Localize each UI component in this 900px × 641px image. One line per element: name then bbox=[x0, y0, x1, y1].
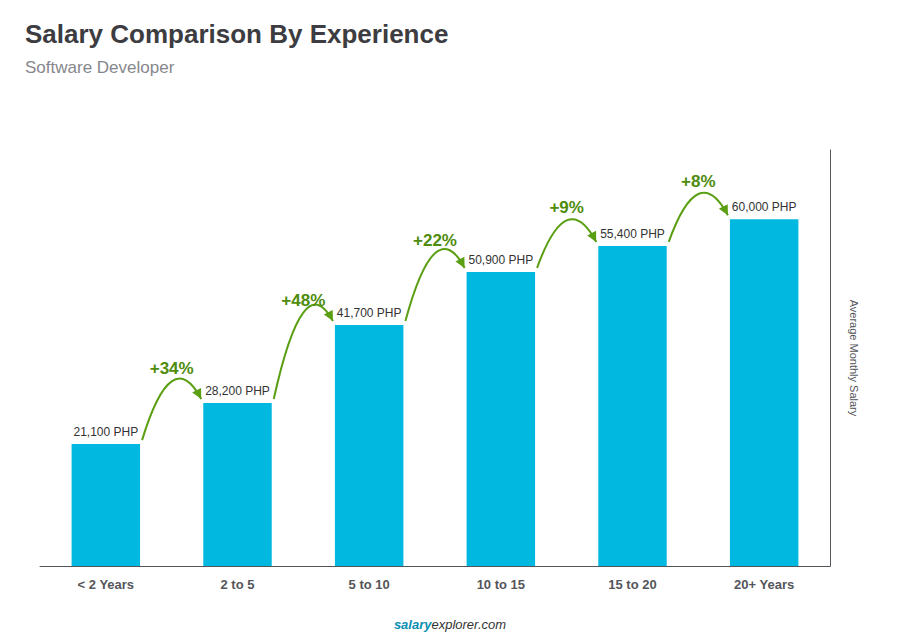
svg-text:Average Monthly Salary: Average Monthly Salary bbox=[848, 300, 860, 417]
svg-text:+48%: +48% bbox=[281, 291, 325, 310]
svg-text:+22%: +22% bbox=[413, 231, 457, 250]
svg-text:20+ Years: 20+ Years bbox=[734, 577, 794, 592]
svg-text:55,400 PHP: 55,400 PHP bbox=[600, 227, 665, 241]
svg-text:60,000 PHP: 60,000 PHP bbox=[732, 200, 797, 214]
svg-text:15 to 20: 15 to 20 bbox=[608, 577, 656, 592]
svg-text:50,900 PHP: 50,900 PHP bbox=[468, 253, 533, 267]
svg-text:Software Developer: Software Developer bbox=[25, 58, 175, 77]
svg-text:explorer.com: explorer.com bbox=[431, 617, 506, 632]
svg-text:2 to 5: 2 to 5 bbox=[221, 577, 255, 592]
svg-text:41,700 PHP: 41,700 PHP bbox=[337, 306, 402, 320]
svg-text:28,200 PHP: 28,200 PHP bbox=[205, 384, 270, 398]
svg-text:10 to 15: 10 to 15 bbox=[477, 577, 525, 592]
svg-text:21,100 PHP: 21,100 PHP bbox=[73, 425, 138, 439]
svg-text:salary: salary bbox=[394, 617, 432, 632]
svg-text:+8%: +8% bbox=[681, 172, 716, 191]
svg-text:+9%: +9% bbox=[549, 198, 584, 217]
svg-text:Salary Comparison By Experienc: Salary Comparison By Experience bbox=[25, 19, 448, 49]
svg-text:+34%: +34% bbox=[150, 359, 194, 378]
svg-text:< 2 Years: < 2 Years bbox=[78, 577, 135, 592]
svg-text:5 to 10: 5 to 10 bbox=[349, 577, 390, 592]
